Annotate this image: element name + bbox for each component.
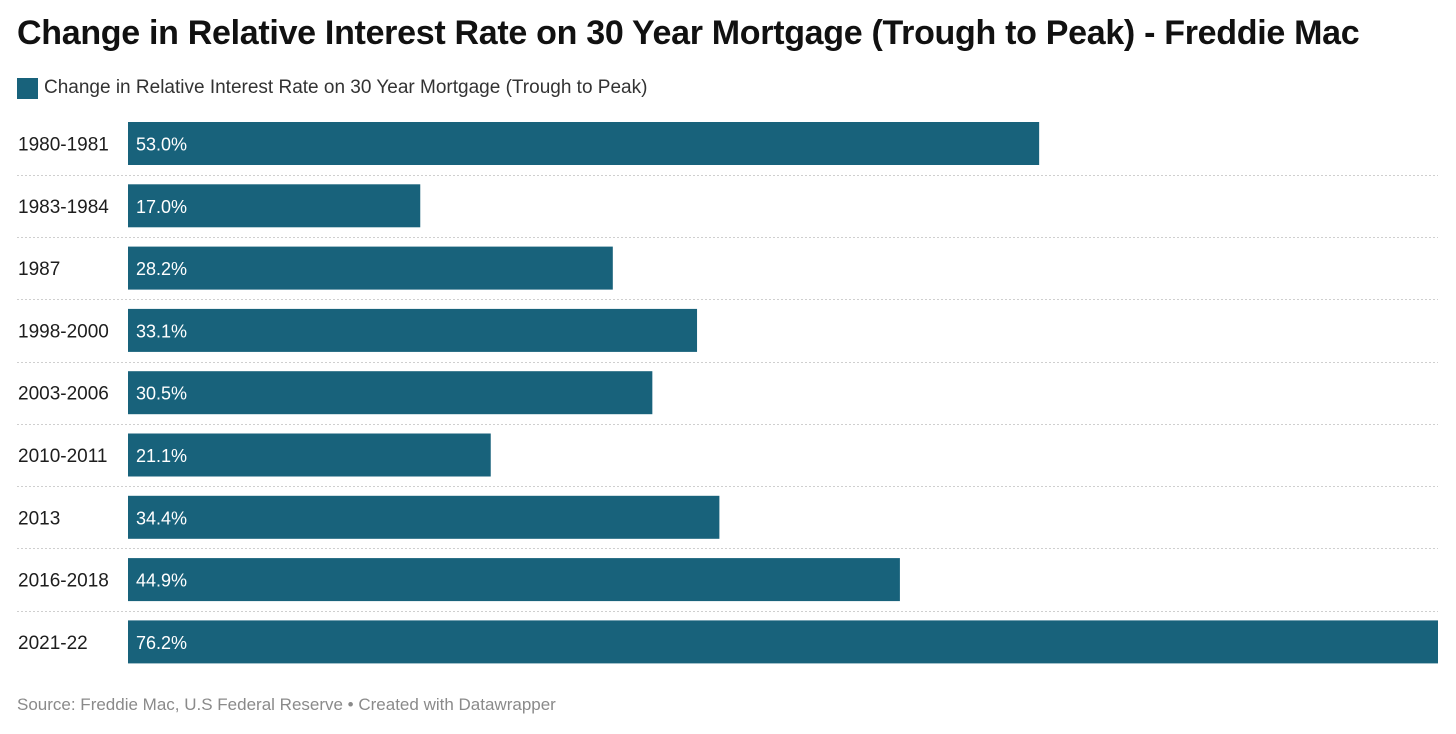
chart-title: Change in Relative Interest Rate on 30 Y… [17, 14, 1360, 52]
category-label: 1980-1981 [18, 135, 109, 156]
bar-1998-2000 [128, 308, 698, 352]
bar-2021-22 [128, 620, 1438, 664]
bar-value-label: 76.2% [136, 633, 187, 653]
bar-1983-1984 [128, 184, 421, 228]
bar-2003-2006 [128, 371, 653, 415]
source-footer: Source: Freddie Mac, U.S Federal Reserve… [17, 695, 556, 714]
bar-2016-2018 [128, 558, 900, 602]
legend-swatch [17, 77, 38, 99]
bar-value-label: 30.5% [136, 384, 187, 404]
bar-value-label: 21.1% [136, 446, 187, 466]
category-label: 2016-2018 [18, 571, 109, 592]
bar-value-label: 33.1% [136, 321, 187, 341]
bar-value-label: 44.9% [136, 571, 187, 591]
category-label: 1998-2000 [18, 321, 109, 342]
bar-value-label: 53.0% [136, 135, 187, 155]
category-label: 2003-2006 [18, 384, 109, 405]
bar-1980-1981 [128, 122, 1040, 165]
category-label: 1983-1984 [18, 197, 109, 218]
category-label: 2021-22 [18, 633, 88, 654]
bar-2013 [128, 495, 720, 539]
legend: Change in Relative Interest Rate on 30 Y… [17, 77, 647, 99]
bar-1987 [128, 246, 613, 290]
bar-value-label: 34.4% [136, 508, 187, 528]
legend-label: Change in Relative Interest Rate on 30 Y… [44, 77, 648, 98]
bar-2010-2011 [128, 433, 491, 477]
category-label: 1987 [18, 259, 60, 280]
bar-value-label: 17.0% [136, 197, 187, 217]
category-label: 2013 [18, 508, 60, 529]
bar-value-label: 28.2% [136, 259, 187, 279]
category-label: 2010-2011 [18, 446, 107, 467]
